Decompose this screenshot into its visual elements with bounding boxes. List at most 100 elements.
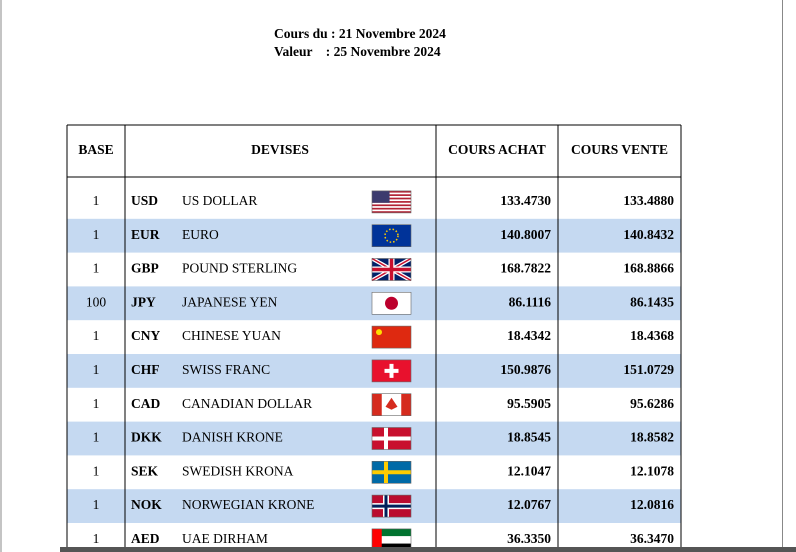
- flag: [371, 224, 412, 247]
- sell-rate: 36.3470: [630, 531, 674, 546]
- currency-name: POUND STERLING: [182, 261, 297, 276]
- base-cell: 1: [93, 227, 100, 242]
- base-cell: 1: [93, 396, 100, 411]
- currency-name: DANISH KRONE: [182, 430, 283, 445]
- flag: [371, 256, 412, 283]
- rates-table: BASE DEVISES COURS ACHAT COURS VENTE 1 USD US …: [66, 124, 682, 552]
- flag-part: [372, 461, 411, 484]
- flag-part: [372, 258, 411, 281]
- sell-rate: 18.8582: [630, 430, 674, 445]
- currency-code: CAD: [131, 396, 160, 411]
- sell-rate: 12.0816: [630, 497, 674, 512]
- sell-rate: 86.1435: [630, 294, 674, 309]
- flag-part: [372, 194, 411, 196]
- sell-rate: 151.0729: [623, 362, 674, 377]
- sell-rate: 140.8432: [623, 227, 674, 242]
- buy-rate: 133.4730: [500, 193, 551, 208]
- currency-name: SWEDISH KRONA: [182, 463, 294, 478]
- flag-part: [372, 224, 411, 247]
- flag-part: [372, 197, 411, 200]
- header-line: Cours du : 21 Novembre 2024: [274, 26, 446, 41]
- currency-name: JAPANESE YEN: [182, 294, 278, 309]
- flag: [371, 359, 412, 383]
- flag-border: [371, 258, 412, 281]
- currency-code: USD: [131, 193, 158, 208]
- flag: [371, 393, 412, 417]
- currency-name: SWISS FRANC: [182, 362, 270, 377]
- currency-name: NORWEGIAN KRONE: [182, 497, 314, 512]
- column-header: DEVISES: [251, 142, 309, 157]
- buy-rate: 140.8007: [500, 227, 551, 242]
- flag-part: [372, 427, 411, 450]
- flag-part: [372, 528, 382, 551]
- buy-rate: 36.3350: [507, 531, 551, 546]
- flag-part: [385, 296, 398, 310]
- currency-code: SEK: [131, 463, 159, 478]
- currency-code: AED: [131, 531, 160, 546]
- buy-rate: 150.9876: [500, 362, 551, 377]
- flag-border: [371, 359, 412, 383]
- flag-border: [371, 291, 412, 315]
- base-cell: 1: [93, 328, 100, 343]
- flag-part: [385, 397, 398, 410]
- column-header: BASE: [78, 142, 113, 157]
- flag-part: [372, 536, 411, 544]
- buy-rate: 95.5905: [507, 396, 551, 411]
- currency-name: US DOLLAR: [182, 193, 257, 208]
- currency-code: GBP: [131, 261, 159, 276]
- column-header: COURS VENTE: [571, 142, 668, 157]
- buy-rate: 168.7822: [500, 261, 551, 276]
- base-cell: 1: [93, 362, 100, 377]
- flag-part: [372, 204, 411, 207]
- scroll-bar: [60, 547, 796, 552]
- header-line: Valeur : 25 Novembre 2024: [274, 44, 441, 59]
- base-cell: 1: [93, 497, 100, 512]
- buy-rate: 12.0767: [507, 497, 551, 512]
- base-cell: 100: [86, 294, 107, 309]
- flag-part: [372, 528, 411, 537]
- currency-code: CHF: [131, 362, 160, 377]
- flag: [371, 190, 412, 214]
- base-cell: 1: [93, 531, 100, 546]
- base-cell: 1: [93, 261, 100, 276]
- base-cell: 1: [93, 430, 100, 445]
- flag-part: [372, 201, 411, 203]
- flag-border: [371, 190, 412, 214]
- buy-rate: 18.8545: [507, 430, 551, 445]
- column-header: COURS ACHAT: [448, 142, 546, 157]
- buy-rate: 18.4342: [507, 328, 551, 343]
- currency-name: UAE DIRHAM: [182, 531, 268, 546]
- flag: [371, 427, 412, 450]
- currency-name: CANADIAN DOLLAR: [182, 396, 312, 411]
- flag-border: [371, 494, 412, 518]
- flag-part: [376, 329, 382, 336]
- sell-rate: 18.4368: [630, 328, 674, 343]
- sell-rate: 95.6286: [630, 396, 674, 411]
- flag-part: [384, 363, 399, 378]
- buy-rate: 12.1047: [507, 463, 551, 478]
- currency-name: CHINESE YUAN: [182, 328, 281, 343]
- currency-name: EURO: [182, 227, 219, 242]
- flag-border: [371, 325, 412, 349]
- flag-border: [371, 224, 412, 247]
- flag-part: [372, 211, 411, 213]
- currency-code: NOK: [131, 497, 162, 512]
- flag-part: [372, 495, 411, 518]
- buy-rate: 86.1116: [509, 294, 552, 309]
- sell-rate: 133.4880: [623, 193, 674, 208]
- flag: [371, 460, 412, 484]
- base-cell: 1: [93, 193, 100, 208]
- flag-border: [371, 393, 412, 417]
- flag-part: [401, 393, 411, 416]
- currency-code: CNY: [131, 328, 160, 343]
- flag-border: [371, 427, 412, 450]
- flag-part: [372, 393, 382, 416]
- flag-part: [372, 207, 411, 210]
- flag: [371, 325, 412, 349]
- base-cell: 1: [93, 463, 100, 478]
- flag-part: [372, 190, 390, 203]
- currency-code: DKK: [131, 430, 162, 445]
- flag-part: [384, 228, 399, 243]
- currency-code: JPY: [131, 294, 156, 309]
